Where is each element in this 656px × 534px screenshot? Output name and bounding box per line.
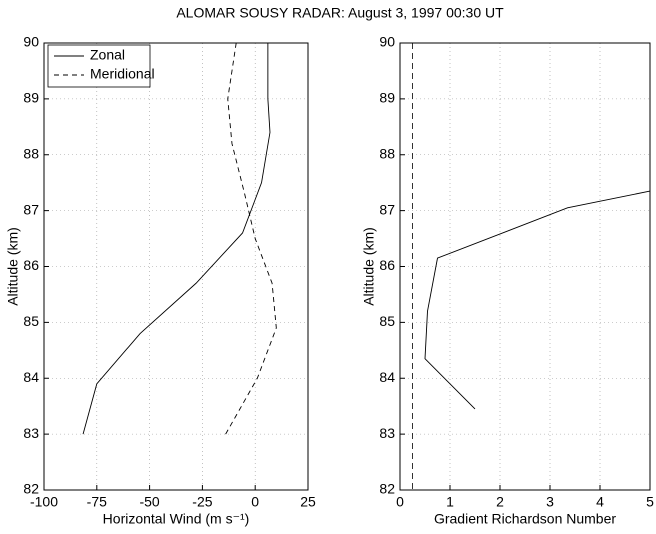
x-tick-label: 25 — [300, 494, 316, 510]
y-tick-label: 89 — [379, 90, 395, 106]
y-axis-label: Altitude (km) — [361, 227, 377, 306]
y-tick-label: 88 — [23, 145, 39, 161]
x-tick-label: 0 — [396, 494, 404, 510]
y-axis-label: Altitude (km) — [5, 227, 21, 306]
y-tick-label: 90 — [379, 34, 395, 50]
x-tick-label: 5 — [646, 494, 654, 510]
y-tick-label: 88 — [379, 145, 395, 161]
x-tick-label: 4 — [596, 494, 604, 510]
plot-frame — [399, 42, 651, 491]
data-line — [424, 190, 651, 410]
y-tick-label: 83 — [23, 425, 39, 441]
legend-label: Meridional — [90, 66, 155, 82]
x-axis-label: Horizontal Wind (m s⁻¹) — [103, 511, 250, 527]
y-tick-label: 83 — [379, 425, 395, 441]
y-tick-label: 86 — [23, 257, 39, 273]
y-tick-label: 85 — [379, 313, 395, 329]
y-tick-label: 82 — [379, 481, 395, 497]
legend-box — [47, 44, 151, 88]
plot-frame — [43, 42, 309, 491]
legend-label: Zonal — [90, 47, 125, 63]
y-tick-label: 87 — [379, 201, 395, 217]
x-axis-label: Gradient Richardson Number — [434, 511, 616, 527]
data-line — [225, 42, 277, 435]
x-tick-label: 1 — [446, 494, 454, 510]
data-line — [82, 43, 271, 435]
y-tick-label: 87 — [23, 201, 39, 217]
x-tick-label: 0 — [251, 494, 259, 510]
y-tick-label: 86 — [379, 257, 395, 273]
y-tick-label: 90 — [23, 34, 39, 50]
y-tick-label: 85 — [23, 313, 39, 329]
x-tick-label: -50 — [139, 494, 159, 510]
y-tick-label: 84 — [379, 369, 395, 385]
x-tick-label: -25 — [192, 494, 212, 510]
x-tick-label: -75 — [87, 494, 107, 510]
x-tick-label: 3 — [546, 494, 554, 510]
y-tick-label: 89 — [23, 90, 39, 106]
x-tick-label: -100 — [30, 494, 58, 510]
x-tick-label: 2 — [496, 494, 504, 510]
y-tick-label: 82 — [23, 481, 39, 497]
figure-title: ALOMAR SOUSY RADAR: August 3, 1997 00:30… — [176, 5, 504, 21]
y-tick-label: 84 — [23, 369, 39, 385]
